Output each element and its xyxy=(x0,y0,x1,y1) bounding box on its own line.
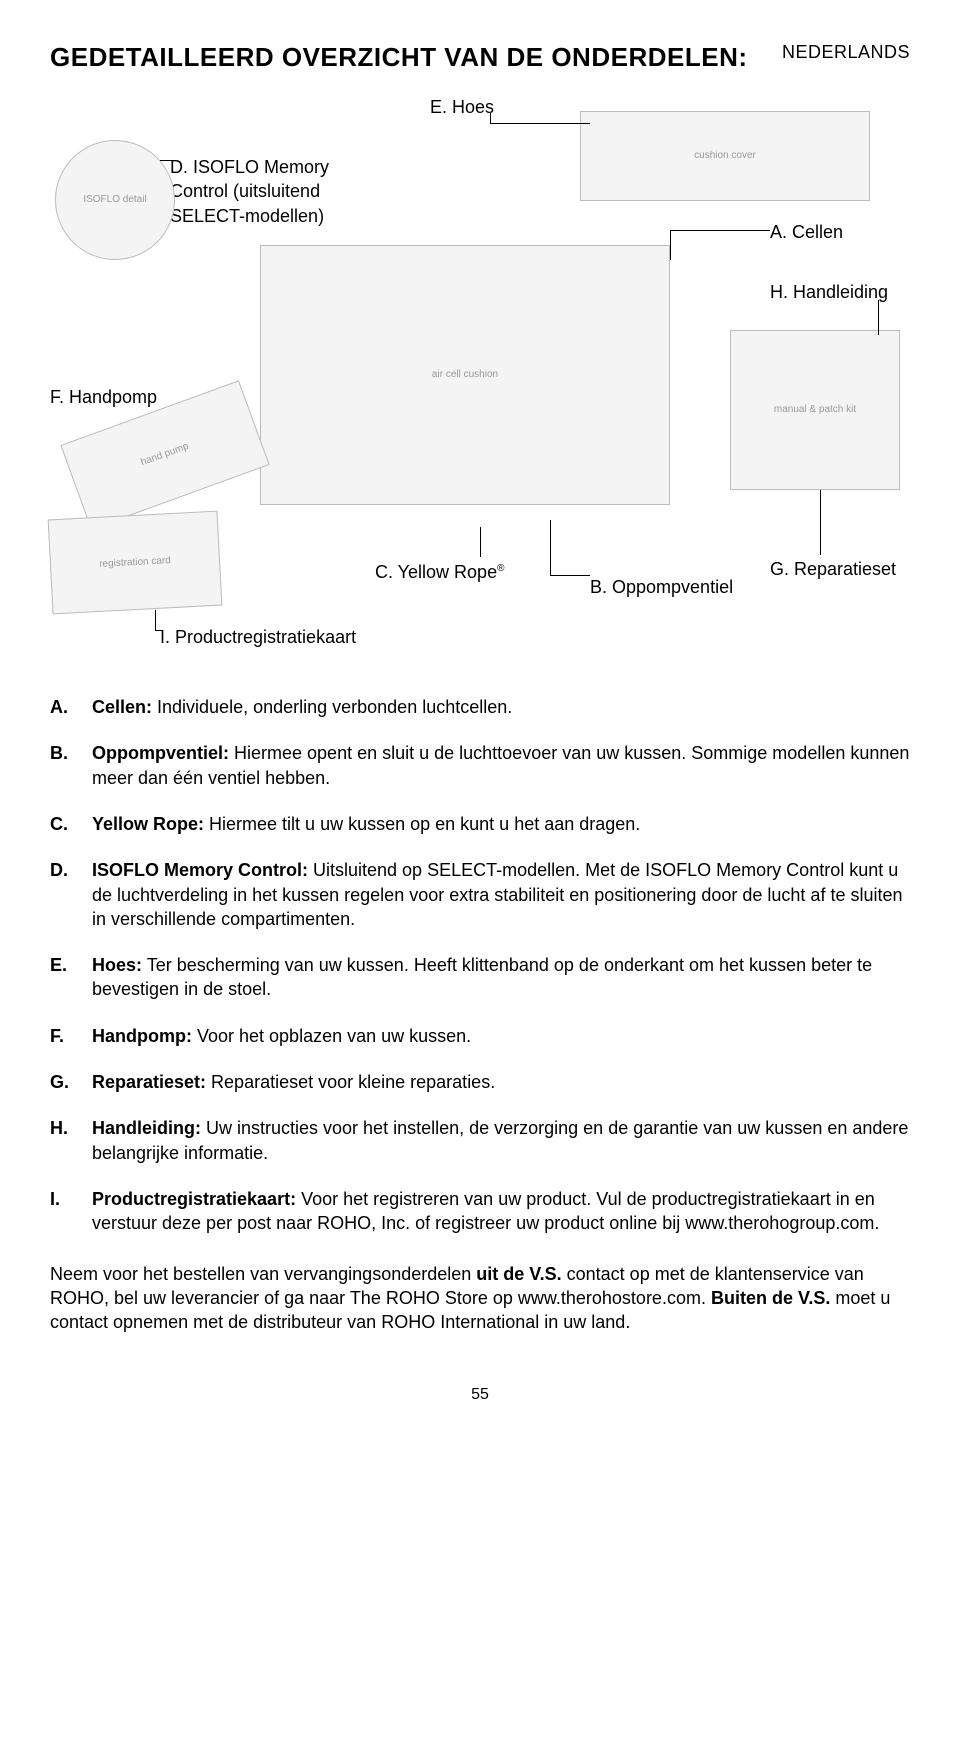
definition-text: ISOFLO Memory Control: Uitsluitend op SE… xyxy=(92,858,910,931)
page-number: 55 xyxy=(50,1384,910,1406)
label-reparatieset: G. Reparatieset xyxy=(770,557,896,581)
image-isoflo-detail: ISOFLO detail xyxy=(55,140,175,260)
definition-letter: H. xyxy=(50,1116,92,1165)
label-handleiding: H. Handleiding xyxy=(770,280,888,304)
image-cellen: air cell cushion xyxy=(260,245,670,505)
definition-text: Handleiding: Uw instructies voor het ins… xyxy=(92,1116,910,1165)
definition-letter: G. xyxy=(50,1070,92,1094)
definition-item: G. Reparatieset: Reparatieset voor klein… xyxy=(50,1070,910,1094)
definition-item: I. Productregistratiekaart: Voor het reg… xyxy=(50,1187,910,1236)
page-title: GEDETAILLEERD OVERZICHT VAN DE ONDERDELE… xyxy=(50,40,748,75)
definition-text: Cellen: Individuele, onderling verbonden… xyxy=(92,695,910,719)
definition-item: E. Hoes: Ter bescherming van uw kussen. … xyxy=(50,953,910,1002)
definition-text: Yellow Rope: Hiermee tilt u uw kussen op… xyxy=(92,812,910,836)
definition-text: Productregistratiekaart: Voor het regist… xyxy=(92,1187,910,1236)
definition-item: B. Oppompventiel: Hiermee opent en sluit… xyxy=(50,741,910,790)
label-oppompventiel: B. Oppompventiel xyxy=(590,575,733,599)
definition-item: F. Handpomp: Voor het opblazen van uw ku… xyxy=(50,1024,910,1048)
definition-text: Reparatieset: Reparatieset voor kleine r… xyxy=(92,1070,910,1094)
definitions-list: A. Cellen: Individuele, onderling verbon… xyxy=(50,695,910,1235)
language-label: NEDERLANDS xyxy=(782,40,910,64)
definition-text: Handpomp: Voor het opblazen van uw kusse… xyxy=(92,1024,910,1048)
label-hoes: E. Hoes xyxy=(430,95,494,119)
closing-paragraph: Neem voor het bestellen van vervangingso… xyxy=(50,1262,910,1335)
definition-letter: I. xyxy=(50,1187,92,1236)
label-handpomp: F. Handpomp xyxy=(50,385,157,409)
definition-item: D. ISOFLO Memory Control: Uitsluitend op… xyxy=(50,858,910,931)
definition-letter: E. xyxy=(50,953,92,1002)
definition-letter: C. xyxy=(50,812,92,836)
label-cellen: A. Cellen xyxy=(770,220,843,244)
definition-item: H. Handleiding: Uw instructies voor het … xyxy=(50,1116,910,1165)
definition-letter: A. xyxy=(50,695,92,719)
definition-item: A. Cellen: Individuele, onderling verbon… xyxy=(50,695,910,719)
definition-letter: D. xyxy=(50,858,92,931)
definition-letter: B. xyxy=(50,741,92,790)
image-handleiding: manual & patch kit xyxy=(730,330,900,490)
image-registratiekaart: registration card xyxy=(48,511,223,615)
definition-item: C. Yellow Rope: Hiermee tilt u uw kussen… xyxy=(50,812,910,836)
label-yellowrope: C. Yellow Rope® xyxy=(375,560,504,584)
label-isoflo: D. ISOFLO Memory Control (uitsluitend SE… xyxy=(170,155,360,228)
definition-letter: F. xyxy=(50,1024,92,1048)
label-registratiekaart: I. Productregistratiekaart xyxy=(160,625,356,649)
header-row: GEDETAILLEERD OVERZICHT VAN DE ONDERDELE… xyxy=(50,40,910,75)
definition-text: Oppompventiel: Hiermee opent en sluit u … xyxy=(92,741,910,790)
image-hoes: cushion cover xyxy=(580,111,870,201)
definition-text: Hoes: Ter bescherming van uw kussen. Hee… xyxy=(92,953,910,1002)
parts-diagram: E. Hoes cushion cover D. ISOFLO Memory C… xyxy=(50,85,910,665)
